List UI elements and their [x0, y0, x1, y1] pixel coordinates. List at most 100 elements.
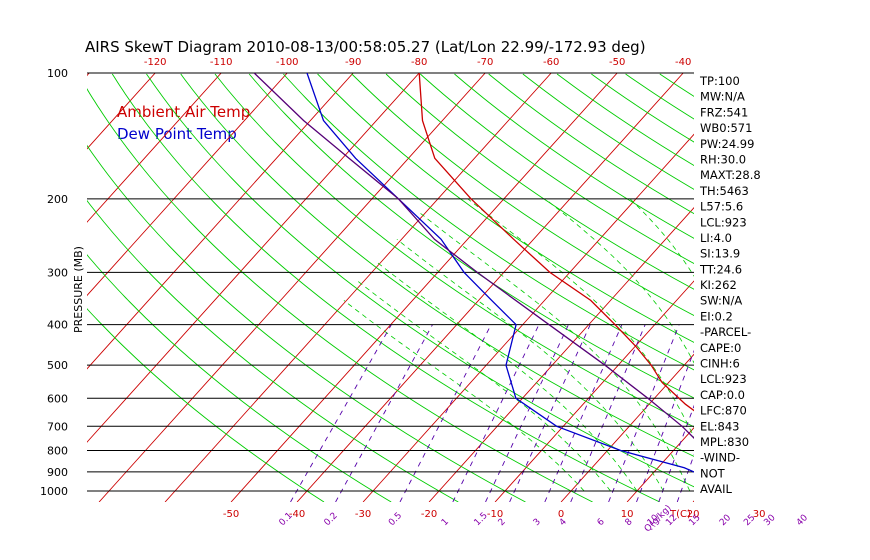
isotherm-line: [87, 73, 288, 297]
isotherm-line: [98, 73, 486, 502]
top-temp-tick-label: -60: [543, 57, 559, 68]
sounding-stat: -PARCEL-: [700, 325, 751, 339]
bottom-temp-tick-label: -50: [223, 509, 239, 520]
isobar-lines: [87, 72, 694, 492]
sounding-stat: -WIND-: [700, 451, 740, 465]
top-temp-tick-label: -80: [411, 57, 427, 68]
pressure-tick-label: 400: [47, 319, 68, 332]
mixing-ratio-line: [608, 324, 680, 502]
dry-adiabat-line: [87, 199, 459, 502]
bottom-temp-tick-labels: -50 -40 -30 -20 -10 0 10 20 30: [223, 509, 766, 520]
dry-adiabat-line: [454, 73, 694, 239]
dry-adiabat-lines: [87, 73, 694, 502]
dry-adiabat-line: [87, 254, 392, 502]
sounding-stat: KI:262: [700, 278, 737, 292]
dry-adiabat-line: [180, 73, 694, 457]
dry-adiabat-line: [419, 73, 694, 265]
mixing-ratio-line: [485, 324, 569, 502]
dry-adiabat-line: [87, 88, 593, 502]
dry-adiabat-line: [351, 73, 694, 317]
sounding-stat: AVAIL: [700, 482, 733, 496]
mixing-ratio-tick-label: 6: [596, 517, 607, 528]
pressure-tick-label: 600: [47, 392, 68, 405]
mixing-ratio-line: [452, 324, 540, 502]
isotherm-line: [494, 280, 694, 502]
top-temp-tick-label: -100: [276, 57, 299, 68]
sounding-stat: LI:4.0: [700, 231, 732, 245]
sounding-stat: EI:0.2: [700, 309, 733, 323]
dry-adiabat-line: [385, 73, 694, 290]
top-temp-tick-label: -70: [477, 57, 493, 68]
bottom-unit-label: T(C): [669, 509, 691, 520]
pressure-tick-label: 500: [47, 359, 68, 372]
legend-ambient-air-temp: Ambient Air Temp: [117, 103, 250, 121]
sounding-stat: CAPE:0: [700, 341, 741, 355]
dew-point-temp-line: [306, 73, 694, 473]
pressure-tick-label: 700: [47, 420, 68, 433]
top-temp-tick-label: -40: [675, 57, 691, 68]
isotherm-line: [560, 353, 694, 502]
moist-adiabat-line: [357, 280, 611, 492]
moist-adiabat-line: [396, 238, 664, 492]
parcel-line: [253, 73, 694, 440]
pressure-tick-labels: 100 200 300 400 500 600 700 800 900 1000: [40, 67, 68, 498]
moist-adiabat-line: [343, 300, 585, 492]
mixing-ratio-tick-label: 8: [624, 517, 635, 528]
sounding-stat: TH:5463: [699, 184, 749, 198]
isotherm-line: [87, 73, 156, 150]
dry-adiabat-line: [111, 73, 660, 502]
isotherm-line: [87, 73, 420, 443]
bottom-temp-tick-label: 30: [753, 509, 766, 520]
sounding-stat: MPL:830: [700, 435, 749, 449]
bottom-temp-tick-label: -40: [289, 509, 305, 520]
moist-adiabat-line: [377, 262, 638, 492]
mixing-ratio-tick-label: 1: [440, 517, 451, 528]
sounding-stat: SI:13.9: [700, 247, 740, 261]
isotherm-line: [296, 73, 684, 502]
isotherm-line: [230, 73, 618, 502]
mixing-ratio-line: [544, 324, 623, 502]
isotherm-line: [362, 133, 694, 502]
sounding-stat: LCL:923: [700, 372, 747, 386]
isotherm-line: [626, 426, 694, 502]
dry-adiabat-line: [87, 308, 325, 502]
mixing-ratio-line: [335, 324, 433, 502]
sounding-stat: TP:100: [699, 74, 740, 88]
top-temp-tick-label: -50: [609, 57, 625, 68]
pressure-tick-label: 100: [47, 67, 68, 80]
mixing-ratio-tick-label: 3: [532, 517, 543, 528]
top-temp-tick-label: -120: [144, 57, 167, 68]
mixing-ratio-line: [290, 324, 392, 502]
sounding-stat: SW:N/A: [700, 294, 742, 308]
mixing-ratio-lines: [290, 324, 694, 502]
sounding-stat: PW:24.99: [700, 137, 754, 151]
dry-adiabat-line: [214, 73, 694, 428]
sounding-stat: LFC:870: [700, 404, 747, 418]
sounding-stat: CAP:0.0: [700, 388, 745, 402]
y-axis-label: PRESSURE (MB): [72, 246, 85, 333]
chart-title: AIRS SkewT Diagram 2010-08-13/00:58:05.2…: [85, 38, 646, 56]
sounding-stat: CINH:6: [700, 357, 740, 371]
bottom-temp-tick-label: 20: [687, 509, 700, 520]
pressure-tick-label: 300: [47, 266, 68, 279]
top-temp-tick-label: -90: [345, 57, 361, 68]
pressure-tick-label: 900: [47, 466, 68, 479]
bottom-temp-tick-label: -10: [487, 509, 503, 520]
isotherm-line: [428, 206, 694, 502]
sounding-stat: LCL:923: [700, 215, 747, 229]
mixing-ratio-line: [570, 324, 646, 502]
isotherm-lines: [87, 73, 694, 502]
sounding-stat: WB0:571: [700, 121, 752, 135]
isotherm-line: [87, 73, 354, 370]
dry-adiabat-line: [317, 73, 694, 343]
mixing-ratio-line: [399, 324, 492, 502]
sounding-stat: NOT: [700, 466, 726, 480]
mixing-ratio-line: [636, 349, 694, 502]
bottom-temp-tick-label: 0: [558, 509, 564, 520]
dry-adiabat-line: [146, 73, 694, 488]
bottom-temp-tick-label: 10: [621, 509, 634, 520]
